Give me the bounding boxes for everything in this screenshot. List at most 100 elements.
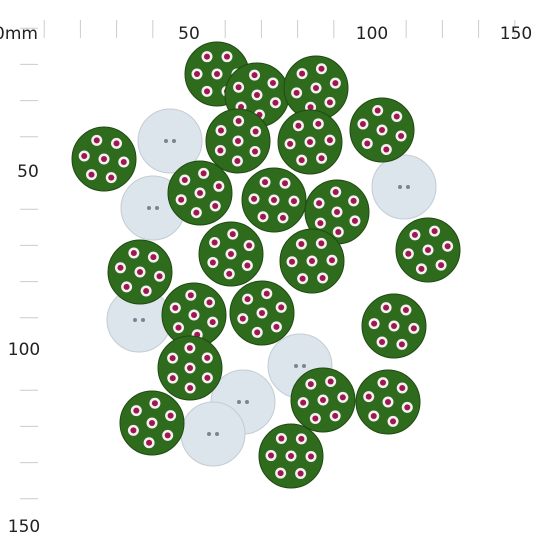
dot-center bbox=[252, 148, 259, 155]
dot-center bbox=[278, 435, 285, 442]
dot-center bbox=[399, 384, 406, 391]
dot-center bbox=[88, 171, 95, 178]
dot-center bbox=[211, 239, 218, 246]
button-hole bbox=[207, 432, 211, 436]
dot-center bbox=[318, 65, 325, 72]
dot-center bbox=[217, 147, 224, 154]
dot-center bbox=[244, 262, 251, 269]
dot-center bbox=[262, 179, 269, 186]
dot-center bbox=[200, 170, 207, 177]
dot-center bbox=[259, 310, 265, 316]
dot-center bbox=[299, 70, 306, 77]
dot-center bbox=[204, 354, 211, 361]
dot-center bbox=[350, 197, 357, 204]
ruler-origin-label: 0mm bbox=[0, 24, 38, 44]
dot-center bbox=[167, 412, 174, 419]
dot-center bbox=[263, 290, 270, 297]
dot-center bbox=[214, 71, 220, 77]
top-ruler-label: 100 bbox=[356, 24, 388, 44]
dot-center bbox=[187, 365, 193, 371]
dot-center bbox=[246, 242, 253, 249]
dot-center bbox=[101, 156, 107, 162]
dot-center bbox=[279, 214, 286, 221]
dot-center bbox=[299, 275, 306, 282]
dot-center bbox=[288, 453, 294, 459]
dot-center bbox=[164, 432, 171, 439]
dot-center bbox=[393, 113, 400, 120]
white-button bbox=[180, 401, 246, 467]
dot-center bbox=[235, 84, 242, 91]
dot-center bbox=[113, 140, 120, 147]
dot-center bbox=[327, 378, 334, 385]
dot-center bbox=[239, 315, 246, 322]
dot-center bbox=[438, 262, 445, 269]
dot-center bbox=[81, 152, 88, 159]
dot-center bbox=[234, 157, 241, 164]
dot-center bbox=[298, 157, 305, 164]
button-hole bbox=[294, 364, 298, 368]
dot-center bbox=[317, 220, 324, 227]
dot-center bbox=[278, 304, 285, 311]
button-hole bbox=[147, 206, 151, 210]
left-ruler-label: 50 bbox=[17, 162, 39, 182]
dot-center bbox=[316, 200, 323, 207]
dot-center bbox=[156, 273, 163, 280]
dot-center bbox=[309, 258, 315, 264]
top-ruler-label: 150 bbox=[500, 24, 532, 44]
dot-center bbox=[411, 231, 418, 238]
dot-center bbox=[197, 190, 203, 196]
dot-center bbox=[374, 107, 381, 114]
dot-center bbox=[379, 339, 386, 346]
button-hole bbox=[406, 185, 410, 189]
dot-center bbox=[444, 243, 451, 250]
dot-center bbox=[398, 341, 405, 348]
dot-center bbox=[224, 53, 230, 60]
button-hole bbox=[133, 318, 137, 322]
button-hole bbox=[237, 400, 241, 404]
dot-center bbox=[332, 412, 339, 419]
white-button bbox=[371, 154, 437, 220]
dot-center bbox=[169, 355, 176, 362]
dot-center bbox=[307, 381, 314, 388]
dot-center bbox=[133, 407, 140, 414]
dot-center bbox=[307, 104, 314, 111]
dot-center bbox=[108, 174, 115, 181]
dot-center bbox=[172, 304, 179, 311]
top-ruler-label: 50 bbox=[178, 24, 200, 44]
dot-center bbox=[398, 133, 405, 140]
dot-center bbox=[149, 420, 155, 426]
dot-center bbox=[359, 120, 366, 127]
dot-center bbox=[130, 249, 137, 256]
dot-center bbox=[254, 92, 260, 98]
dot-center bbox=[289, 258, 296, 265]
dot-center bbox=[217, 127, 224, 134]
dot-center bbox=[404, 404, 411, 411]
dot-center bbox=[383, 146, 390, 153]
dot-center bbox=[254, 329, 261, 336]
dot-center bbox=[405, 250, 412, 257]
dot-center bbox=[146, 439, 153, 446]
dot-center bbox=[206, 299, 213, 306]
dot-center bbox=[371, 320, 378, 327]
dot-center bbox=[120, 159, 127, 166]
dot-center bbox=[385, 399, 391, 405]
dot-center bbox=[307, 139, 313, 145]
dot-center bbox=[193, 209, 200, 216]
button-hole bbox=[215, 432, 219, 436]
white-button bbox=[137, 108, 203, 174]
dot-center bbox=[315, 120, 322, 127]
dot-center bbox=[402, 306, 409, 313]
dot-center bbox=[229, 231, 236, 238]
dot-center bbox=[186, 345, 193, 352]
dot-center bbox=[271, 197, 277, 203]
dot-center bbox=[295, 122, 302, 129]
button-hole bbox=[245, 400, 249, 404]
dot-center bbox=[204, 374, 211, 381]
dot-center bbox=[273, 323, 280, 330]
dot-center bbox=[215, 183, 222, 190]
dot-center bbox=[191, 312, 197, 318]
dot-center bbox=[425, 247, 431, 253]
dot-center bbox=[431, 228, 438, 235]
dot-center bbox=[318, 155, 325, 162]
dot-center bbox=[319, 274, 326, 281]
